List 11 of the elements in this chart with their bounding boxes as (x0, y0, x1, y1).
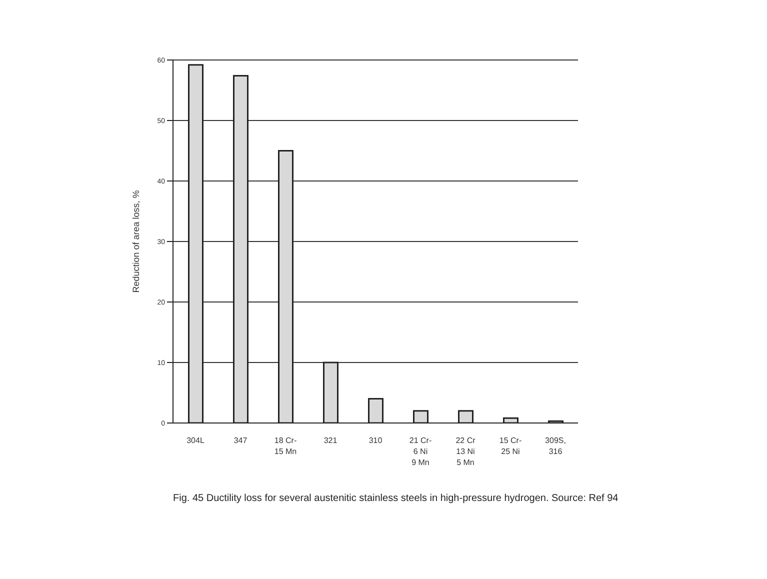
x-tick-label: 304L (186, 436, 205, 445)
x-tick-label: 347 (234, 436, 248, 445)
caption: Fig. 45 Ductility loss for several austenitic stainless steels in high-pressure hydrogen. Source: Ref 94 (173, 493, 620, 504)
y-axis-title: Reduction of area loss, % (131, 190, 142, 293)
x-tick-label: 310 (368, 436, 383, 445)
x-tick-label: 18 Cr- 15 Mn (274, 436, 297, 456)
x-tick-label: 309S, 316 (545, 436, 566, 456)
x-tick-label: 22 Cr 13 Ni 5 Mn (456, 436, 476, 467)
x-tick-label: 321 (324, 436, 338, 445)
x-tick-label: 21 Cr- 6 Ni 9 Mn (409, 436, 432, 467)
x-tick-label: 15 Cr- 25 Ni (499, 436, 522, 456)
